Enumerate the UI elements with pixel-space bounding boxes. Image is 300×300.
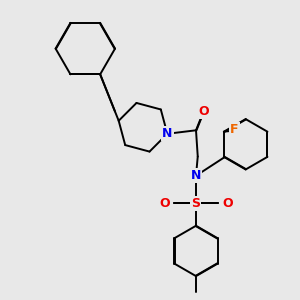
Text: O: O bbox=[198, 105, 209, 118]
Text: N: N bbox=[191, 169, 201, 182]
Text: O: O bbox=[159, 196, 170, 209]
Text: F: F bbox=[230, 123, 238, 136]
Text: O: O bbox=[222, 196, 233, 209]
Text: N: N bbox=[162, 127, 172, 140]
Text: S: S bbox=[191, 196, 200, 209]
